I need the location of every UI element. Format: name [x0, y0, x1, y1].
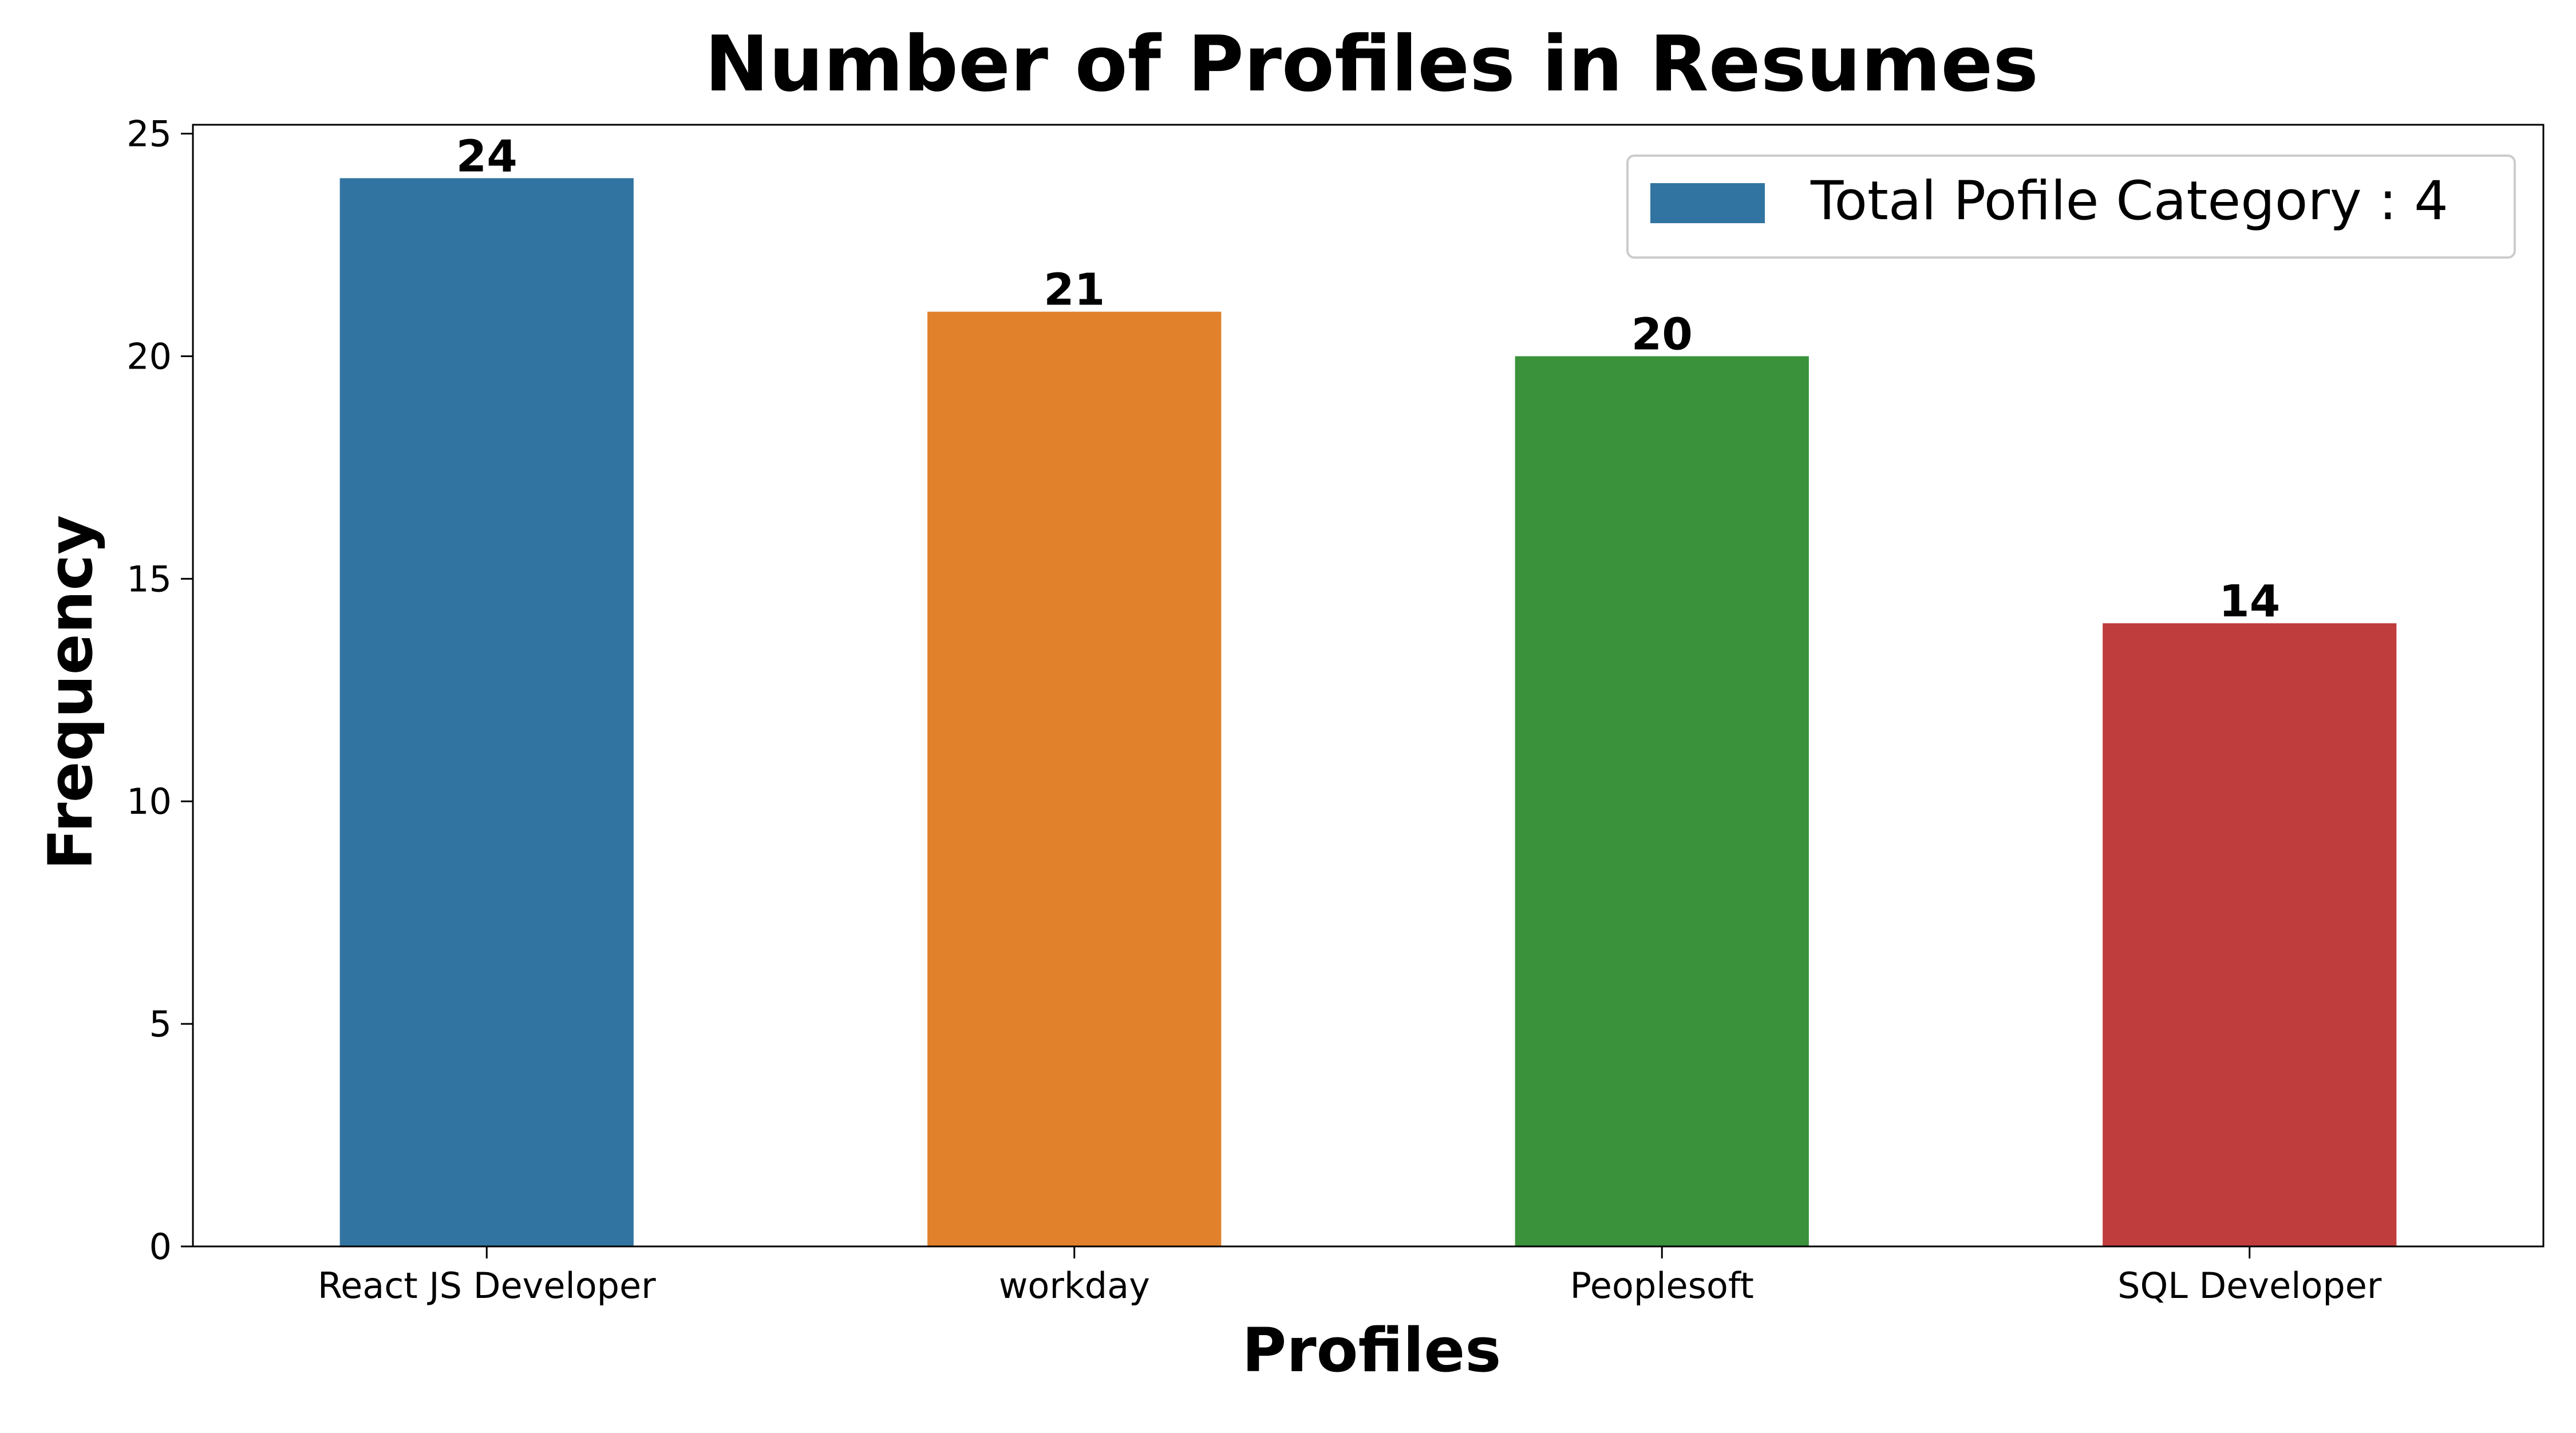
bar-react-js-developer	[339, 178, 634, 1246]
y-axis-label: Frequency	[35, 515, 106, 870]
legend: Total Pofile Category : 4	[1626, 155, 2516, 259]
y-tick-label: 10	[127, 781, 172, 822]
x-axis-label: Profiles	[1242, 1315, 1502, 1386]
axes-frame	[192, 124, 2545, 1248]
bar-value-label: 24	[456, 131, 517, 182]
chart-title: Number of Profiles in Resumes	[705, 19, 2038, 109]
bar-value-label: 14	[2219, 576, 2280, 627]
legend-box	[1626, 155, 2516, 259]
y-tick-label: 15	[127, 558, 172, 600]
x-tick-label: React JS Developer	[318, 1265, 656, 1307]
y-tick-label: 0	[149, 1226, 172, 1268]
bar-value-label: 21	[1044, 265, 1105, 316]
x-tick-label: SQL Developer	[2117, 1265, 2382, 1307]
legend-swatch	[1650, 183, 1765, 223]
y-tick-label: 25	[127, 113, 172, 155]
plot-area: 24 React JS Developer 21 workday 20 Peoplesof…	[127, 113, 2545, 1307]
x-tick-label: workday	[999, 1265, 1150, 1307]
bar-sql-developer	[2103, 623, 2397, 1246]
bar-value-label: 20	[1631, 309, 1693, 360]
legend-label: Total Pofile Category : 4	[1810, 170, 2448, 232]
bar-peoplesoft	[1515, 356, 1809, 1246]
bar-workday	[927, 311, 1222, 1246]
y-tick-label: 5	[149, 1003, 172, 1045]
x-tick-label: Peoplesoft	[1570, 1265, 1754, 1307]
y-tick-label: 20	[127, 335, 172, 377]
